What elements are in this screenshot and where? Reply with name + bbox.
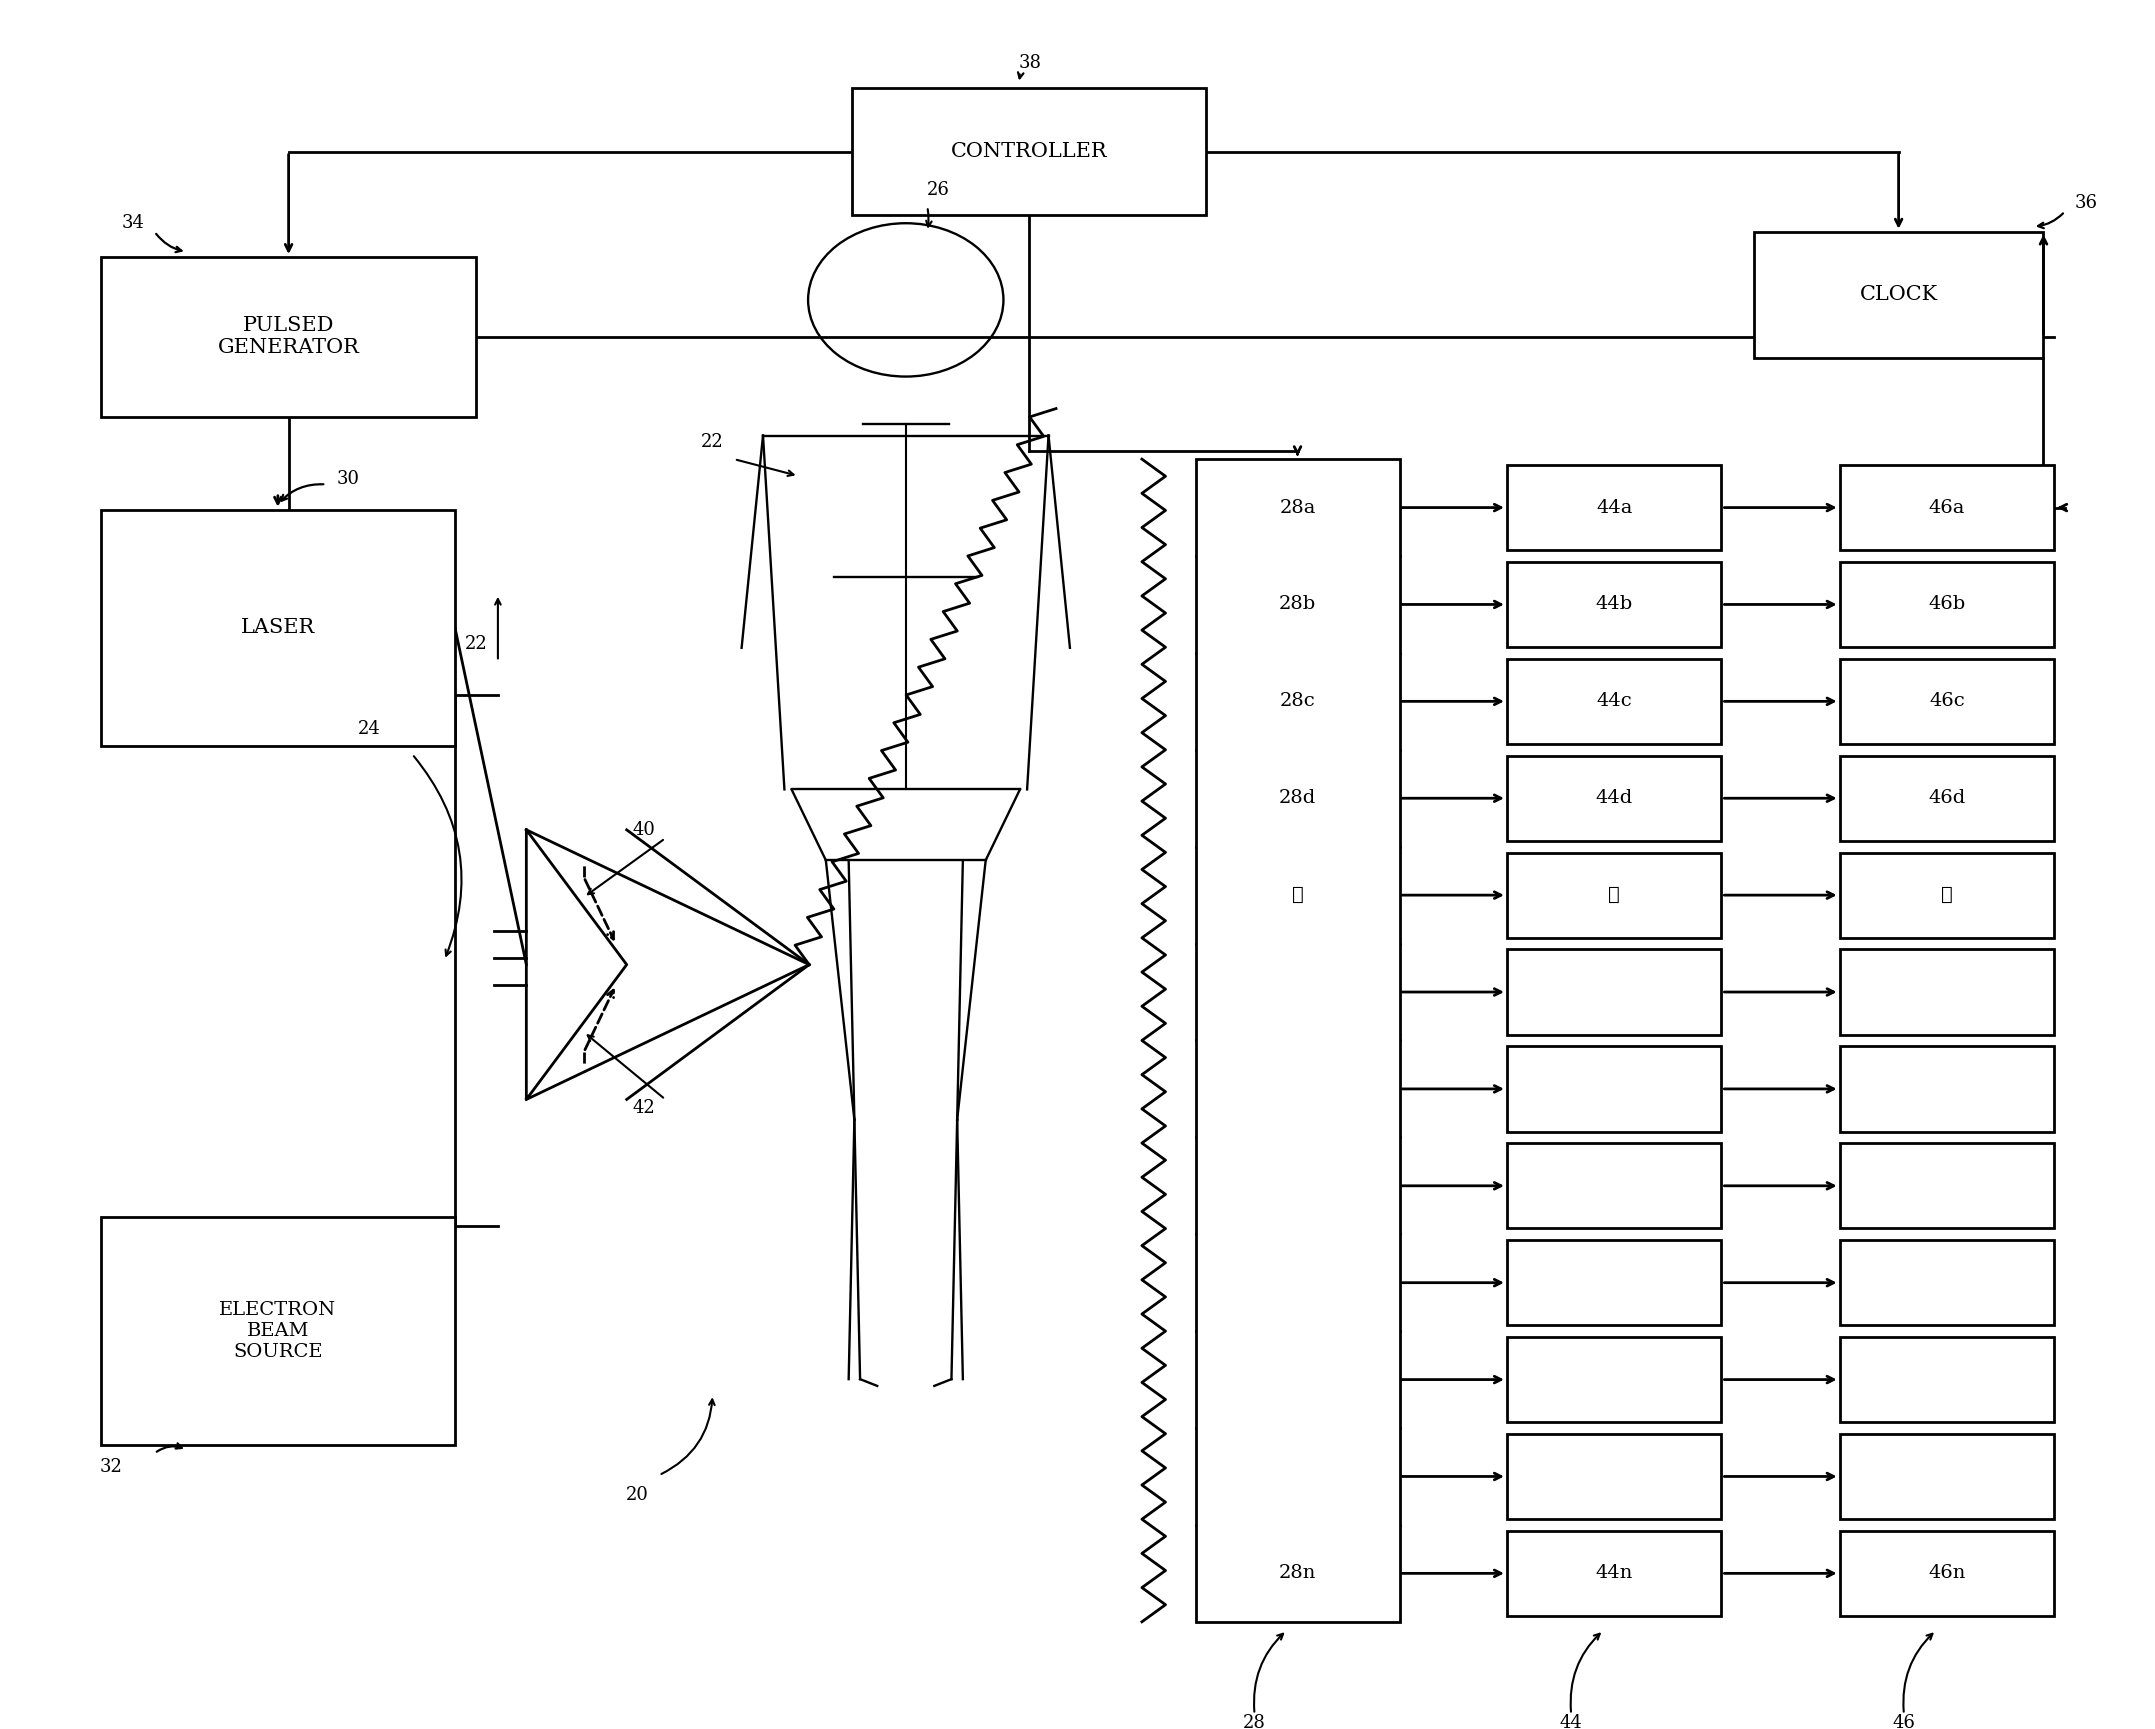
Bar — [101, 1217, 455, 1445]
Bar — [1196, 460, 1399, 1622]
Text: 34: 34 — [121, 214, 144, 232]
Text: 46n: 46n — [1929, 1565, 1965, 1582]
Text: 28a: 28a — [1280, 498, 1317, 517]
Text: 38: 38 — [1019, 54, 1041, 73]
Bar — [1506, 562, 1722, 647]
Bar — [1506, 852, 1722, 937]
Bar — [1506, 949, 1722, 1034]
Text: CLOCK: CLOCK — [1860, 285, 1937, 304]
Text: PULSED
GENERATOR: PULSED GENERATOR — [218, 316, 360, 358]
Bar — [1840, 1240, 2054, 1326]
Bar — [1506, 465, 1722, 550]
Text: 28: 28 — [1243, 1713, 1265, 1729]
Bar — [1840, 1530, 2054, 1617]
Text: 30: 30 — [336, 470, 360, 488]
Text: 32: 32 — [99, 1458, 123, 1477]
Bar — [1506, 1240, 1722, 1326]
Text: 20: 20 — [625, 1487, 649, 1504]
Text: CONTROLLER: CONTROLLER — [950, 142, 1108, 161]
Text: 42: 42 — [634, 1100, 655, 1117]
Text: LASER: LASER — [241, 619, 315, 636]
Text: 44d: 44d — [1595, 788, 1633, 807]
Text: ⋮: ⋮ — [1942, 887, 1952, 904]
Bar — [1840, 852, 2054, 937]
Text: 36: 36 — [2075, 194, 2099, 213]
Bar — [851, 88, 1207, 214]
Bar — [1840, 756, 2054, 840]
Text: 22: 22 — [700, 434, 724, 451]
Text: 44a: 44a — [1597, 498, 1631, 517]
Text: 28b: 28b — [1278, 595, 1317, 614]
Bar — [1840, 465, 2054, 550]
Text: 44n: 44n — [1595, 1565, 1633, 1582]
Bar — [1840, 659, 2054, 743]
Bar — [1506, 659, 1722, 743]
Text: 46a: 46a — [1929, 498, 1965, 517]
Bar — [1506, 1143, 1722, 1228]
Bar — [101, 258, 476, 417]
Bar — [1840, 1046, 2054, 1131]
Bar — [1506, 1337, 1722, 1423]
Text: 46: 46 — [1892, 1713, 1916, 1729]
Text: 26: 26 — [927, 180, 950, 199]
Text: 46c: 46c — [1929, 692, 1965, 711]
Bar — [1840, 1433, 2054, 1520]
Text: ⋮: ⋮ — [1608, 887, 1621, 904]
Bar — [1840, 1337, 2054, 1423]
Bar — [1506, 756, 1722, 840]
Text: 28c: 28c — [1280, 692, 1315, 711]
Text: ELECTRON
BEAM
SOURCE: ELECTRON BEAM SOURCE — [220, 1302, 336, 1361]
Bar — [1506, 1530, 1722, 1617]
Bar — [1506, 1046, 1722, 1131]
Text: ⋮: ⋮ — [1291, 887, 1304, 904]
Bar — [101, 510, 455, 745]
Text: 24: 24 — [358, 719, 381, 738]
Text: 44c: 44c — [1597, 692, 1631, 711]
Text: 46b: 46b — [1929, 595, 1965, 614]
Text: 40: 40 — [631, 821, 655, 839]
Text: 44: 44 — [1560, 1713, 1582, 1729]
Bar — [1840, 1143, 2054, 1228]
Bar — [1754, 232, 2043, 358]
Bar — [1506, 1433, 1722, 1520]
Text: 46d: 46d — [1929, 788, 1965, 807]
Text: 44b: 44b — [1595, 595, 1633, 614]
Bar — [1840, 949, 2054, 1034]
Text: 28d: 28d — [1278, 788, 1317, 807]
Text: 22: 22 — [465, 636, 487, 654]
Bar — [1840, 562, 2054, 647]
Text: 28n: 28n — [1278, 1565, 1317, 1582]
